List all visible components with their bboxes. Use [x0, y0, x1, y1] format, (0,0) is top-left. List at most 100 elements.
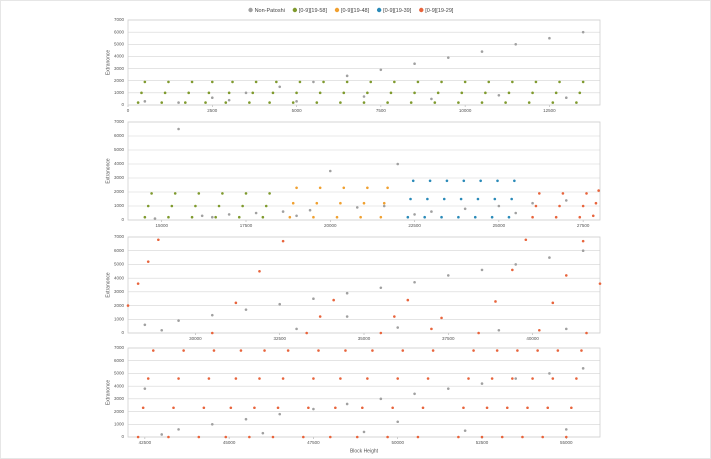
data-point — [446, 387, 450, 390]
data-point — [554, 215, 558, 219]
data-point — [578, 215, 582, 219]
data-point — [531, 201, 534, 205]
data-point — [146, 260, 150, 263]
data-point — [504, 101, 507, 104]
data-point — [126, 304, 130, 307]
x-tick-label: 10000 — [459, 108, 472, 113]
x-tick-label: 20000 — [324, 223, 337, 228]
data-point — [190, 80, 194, 84]
data-point — [140, 91, 143, 95]
data-point — [308, 208, 312, 212]
data-point — [558, 204, 561, 208]
data-point — [386, 186, 389, 190]
y-tick-label: 2000 — [114, 189, 125, 194]
data-point — [345, 315, 349, 318]
data-point — [561, 192, 565, 195]
data-point — [485, 406, 489, 410]
data-point — [182, 349, 185, 352]
data-point — [514, 42, 518, 46]
data-point — [214, 215, 217, 219]
data-point — [210, 313, 214, 317]
data-point — [237, 215, 241, 219]
data-point — [431, 349, 435, 352]
data-point — [210, 215, 214, 219]
legend-label: [0-9][19-48] — [341, 8, 370, 14]
legend-swatch — [419, 7, 424, 13]
data-point — [521, 435, 524, 439]
data-point — [264, 204, 268, 208]
data-point — [396, 420, 400, 424]
data-point — [328, 435, 332, 439]
data-point — [268, 192, 271, 195]
data-point — [204, 101, 207, 104]
data-point — [382, 204, 386, 208]
data-point — [514, 211, 518, 215]
data-point — [581, 30, 585, 34]
data-point — [258, 377, 261, 380]
data-point — [157, 238, 160, 242]
panel: 0 1000 2000 3000 4000 5000 6000 7000 42500 45000 4… — [105, 345, 601, 454]
y-tick-label: 7000 — [114, 119, 125, 124]
data-point — [212, 349, 216, 352]
y-tick-label: 0 — [121, 217, 124, 222]
x-tick-label: 45000 — [223, 440, 236, 445]
data-point — [241, 204, 244, 208]
data-point — [496, 179, 499, 183]
data-point — [275, 80, 278, 84]
data-point — [413, 280, 416, 284]
y-tick-label: 2000 — [114, 409, 125, 414]
panel: 0 1000 2000 3000 4000 5000 6000 7000 30000 32500 3… — [105, 234, 602, 341]
data-point — [379, 331, 383, 335]
data-point — [462, 406, 465, 410]
data-point — [457, 215, 460, 219]
data-point — [318, 186, 322, 190]
data-point — [150, 192, 153, 195]
x-tick-label: 37500 — [442, 336, 455, 341]
data-point — [446, 274, 450, 277]
data-point — [278, 412, 282, 416]
data-point — [413, 213, 416, 216]
data-point — [253, 406, 256, 410]
data-point — [177, 101, 180, 104]
y-tick-label: 2000 — [114, 78, 125, 83]
data-point — [271, 435, 275, 439]
data-point — [221, 192, 224, 195]
y-axis-label: Extranonce — [105, 380, 111, 406]
data-point — [379, 286, 383, 290]
data-point — [393, 315, 396, 318]
data-point — [477, 331, 480, 335]
data-point — [234, 301, 238, 305]
data-point — [344, 349, 347, 352]
data-point — [514, 263, 518, 266]
data-point — [597, 189, 600, 192]
data-point — [202, 406, 206, 410]
data-point — [251, 91, 255, 95]
data-point — [430, 97, 433, 101]
y-tick-label: 1000 — [114, 90, 125, 95]
data-point — [442, 197, 446, 201]
data-point — [355, 435, 359, 439]
data-point — [291, 101, 295, 104]
data-point — [136, 435, 140, 439]
data-point — [210, 331, 214, 335]
data-point — [271, 91, 275, 95]
data-point — [172, 406, 175, 410]
data-point — [295, 327, 298, 331]
data-point — [151, 349, 155, 352]
data-point — [234, 377, 238, 380]
data-point — [197, 435, 201, 439]
data-point — [480, 50, 484, 53]
plot-frame — [127, 347, 601, 438]
data-point — [207, 91, 211, 95]
data-point — [507, 91, 511, 95]
data-point — [278, 85, 282, 89]
data-point — [322, 80, 325, 84]
data-point — [479, 179, 482, 183]
data-point — [315, 201, 319, 205]
data-point — [291, 201, 295, 205]
data-point — [288, 215, 292, 219]
data-point — [342, 186, 346, 190]
x-tick-label: 27500 — [577, 223, 590, 228]
data-point — [548, 256, 551, 259]
data-point — [160, 433, 164, 436]
